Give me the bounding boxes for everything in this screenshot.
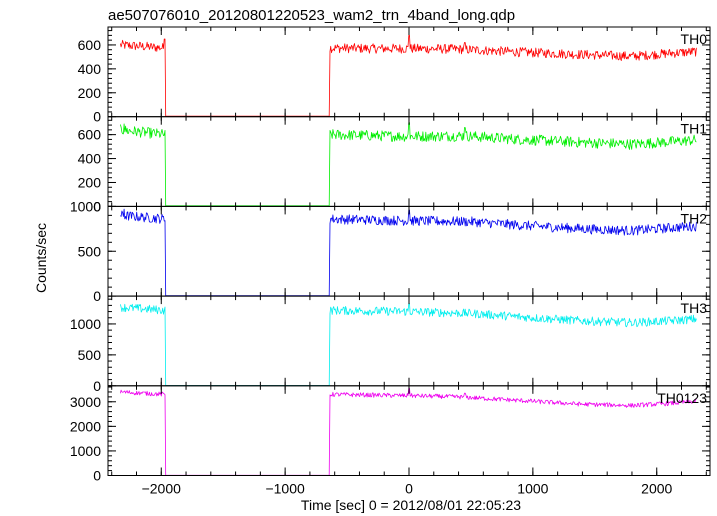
- panel-frame: [107, 116, 711, 207]
- y-tick-label: 2000: [70, 418, 101, 434]
- y-tick-label: 0: [93, 378, 101, 394]
- panel-frame: [107, 295, 711, 387]
- panel-th3: 0 500 1000 TH3: [70, 295, 711, 394]
- panel-th2: 0 500 1000 TH2: [70, 198, 711, 304]
- panel-frame: [107, 385, 711, 476]
- y-tick-label: 200: [78, 174, 102, 190]
- y-tick-label: 3000: [70, 394, 101, 410]
- panel-label: TH0: [681, 31, 708, 47]
- panel-frame: [107, 26, 711, 118]
- panel-label: TH1: [681, 121, 708, 137]
- series-line-th2: [120, 208, 697, 297]
- y-tick-label: 0: [93, 109, 101, 125]
- panel-th1: 0 200 400 600 TH1: [78, 116, 711, 214]
- panel-th0123: 0 1000 2000 3000 TH0123: [70, 385, 711, 484]
- y-tick-label: 400: [78, 151, 102, 167]
- y-tick-label: 0: [93, 468, 101, 484]
- x-tick-label: −2000: [142, 481, 182, 497]
- y-tick-label: 1000: [70, 198, 101, 214]
- chart-title: ae507076010_20120801220523_wam2_trn_4ban…: [108, 7, 515, 24]
- series-line-th0: [120, 35, 697, 117]
- series-line-th3: [120, 303, 697, 386]
- y-tick-label: 500: [78, 243, 102, 259]
- panel-th0: 0 200 400 600 TH0: [78, 26, 711, 125]
- y-tick-label: 200: [78, 85, 102, 101]
- panel-label: TH2: [681, 210, 708, 226]
- x-axis: −2000 −1000 0 1000 2000: [142, 481, 673, 497]
- y-tick-label: 500: [78, 347, 102, 363]
- y-tick-label: 600: [78, 37, 102, 53]
- panels: 0 200 400 600 TH0 0 200 400 600 TH1 0 500 1000 TH2 0 50…: [70, 26, 711, 484]
- series-line-th0123: [120, 387, 697, 476]
- x-tick-label: −1000: [265, 481, 305, 497]
- x-tick-label: 0: [405, 481, 413, 497]
- series-line-th1: [120, 122, 697, 207]
- y-axis-label: Counts/sec: [33, 223, 49, 293]
- y-tick-label: 600: [78, 127, 102, 143]
- x-axis-label: Time [sec] 0 = 2012/08/01 22:05:23: [301, 497, 521, 513]
- y-tick-label: 0: [93, 198, 101, 214]
- x-tick-label: 1000: [517, 481, 548, 497]
- y-tick-label: 0: [93, 288, 101, 304]
- panel-frame: [107, 205, 711, 297]
- y-tick-label: 1000: [70, 316, 101, 332]
- panel-label: TH0123: [657, 390, 707, 406]
- x-tick-label: 2000: [641, 481, 672, 497]
- panel-label: TH3: [681, 300, 708, 316]
- y-tick-label: 400: [78, 61, 102, 77]
- y-tick-label: 1000: [70, 443, 101, 459]
